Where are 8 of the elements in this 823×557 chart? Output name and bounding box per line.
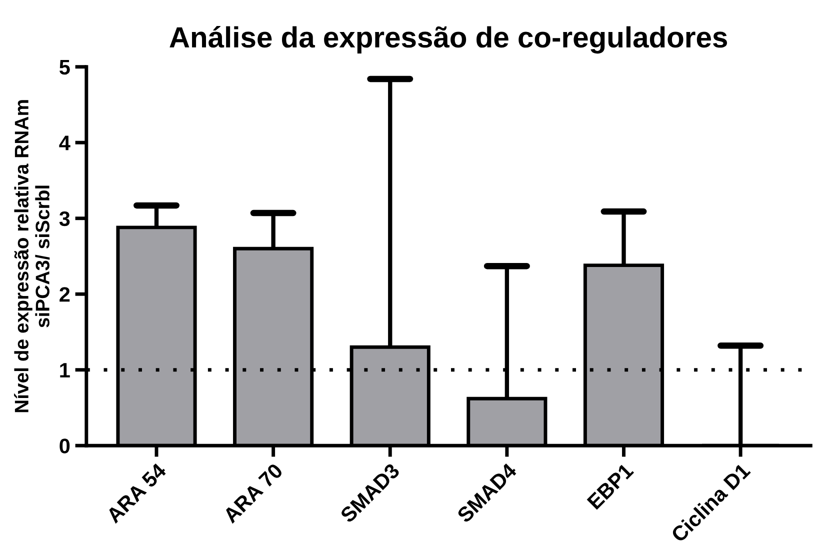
y-tick-label: 4 <box>59 136 70 150</box>
y-tick-label: 2 <box>60 287 70 302</box>
chart-title: Análise da expressão de co-reguladores <box>170 26 727 54</box>
y-axis-title: Nível de expressão relativa RNAm siPCA3/ siScrbl <box>14 100 50 412</box>
y-tick-label: 3 <box>59 211 70 226</box>
y-tick-label: 0 <box>60 438 70 454</box>
y-tick-label: 1 <box>60 363 70 378</box>
y-tick-label: 5 <box>60 60 70 75</box>
